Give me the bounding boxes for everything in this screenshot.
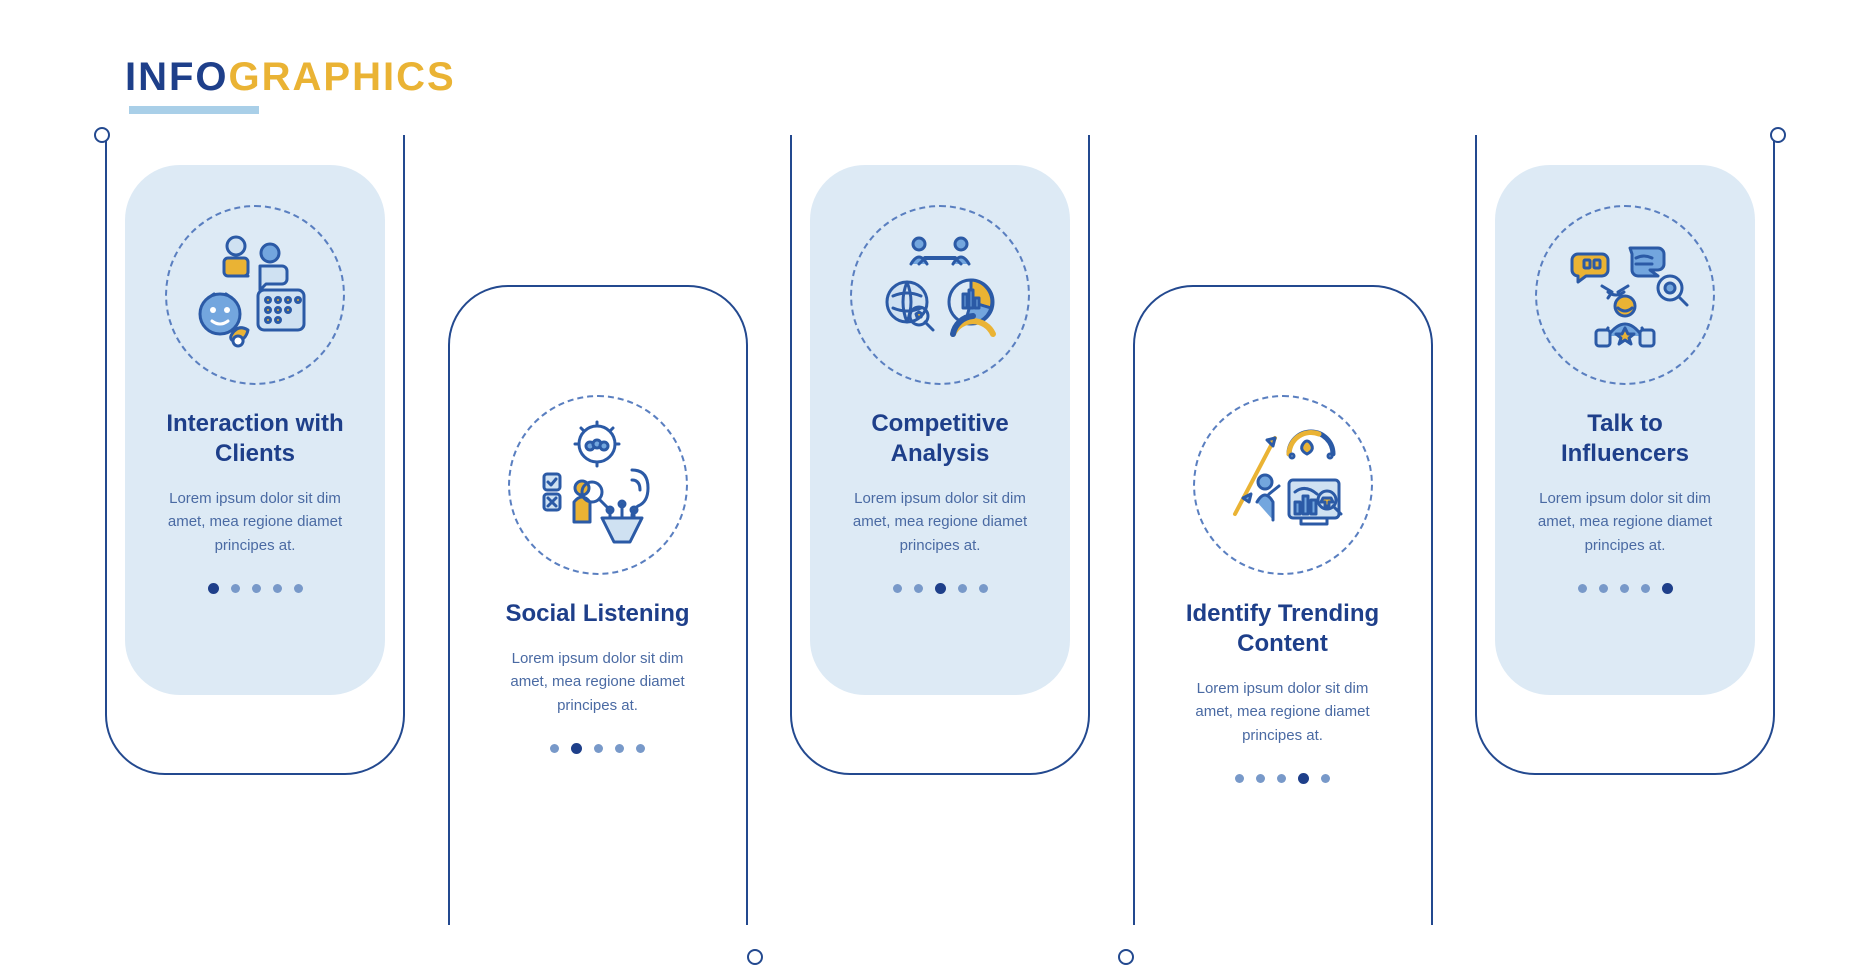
dot [1662, 583, 1673, 594]
card-body: Lorem ipsum dolor sit dim amet, mea regi… [1521, 487, 1729, 557]
card-listening: Social Listening Lorem ipsum dolor sit d… [443, 355, 753, 885]
card-panel: Identify Trending Content Lorem ipsum do… [1153, 355, 1413, 885]
dot [1599, 584, 1608, 593]
pagination-dots [550, 743, 645, 754]
dot [1235, 774, 1244, 783]
dot [231, 584, 240, 593]
dot [958, 584, 967, 593]
dot [1321, 774, 1330, 783]
connector-dot [1118, 949, 1134, 965]
dot [1256, 774, 1265, 783]
card-panel: Social Listening Lorem ipsum dolor sit d… [468, 355, 728, 885]
connector-dot [94, 127, 110, 143]
card-trending: Identify Trending Content Lorem ipsum do… [1128, 355, 1438, 885]
card-interaction: Interaction with Clients Lorem ipsum dol… [100, 165, 410, 695]
pagination-dots [1235, 773, 1330, 784]
card-influencers: Talk to Influencers Lorem ipsum dolor si… [1470, 165, 1780, 695]
card-title: Identify Trending Content [1179, 599, 1387, 659]
influencers-icon [1535, 205, 1715, 385]
card-competitive: Competitive Analysis Lorem ipsum dolor s… [785, 165, 1095, 695]
clients-icon [165, 205, 345, 385]
connector-dot [1770, 127, 1786, 143]
card-title: Talk to Influencers [1521, 409, 1729, 469]
pagination-dots [893, 583, 988, 594]
listening-icon [508, 395, 688, 575]
card-panel: Competitive Analysis Lorem ipsum dolor s… [810, 165, 1070, 695]
card-title: Social Listening [505, 599, 689, 629]
dot [571, 743, 582, 754]
dot [252, 584, 261, 593]
dot [914, 584, 923, 593]
dot [636, 744, 645, 753]
card-panel: Talk to Influencers Lorem ipsum dolor si… [1495, 165, 1755, 695]
dot [1277, 774, 1286, 783]
cards-container: Interaction with Clients Lorem ipsum dol… [100, 75, 1780, 915]
card-panel: Interaction with Clients Lorem ipsum dol… [125, 165, 385, 695]
connector-dot [747, 949, 763, 965]
dot [979, 584, 988, 593]
dot [550, 744, 559, 753]
dot [615, 744, 624, 753]
card-body: Lorem ipsum dolor sit dim amet, mea regi… [151, 487, 359, 557]
card-body: Lorem ipsum dolor sit dim amet, mea regi… [1179, 677, 1387, 747]
dot [1641, 584, 1650, 593]
dot [935, 583, 946, 594]
dot [1620, 584, 1629, 593]
dot [1578, 584, 1587, 593]
card-title: Competitive Analysis [836, 409, 1044, 469]
competitive-icon [850, 205, 1030, 385]
card-title: Interaction with Clients [151, 409, 359, 469]
dot [273, 584, 282, 593]
dot [893, 584, 902, 593]
pagination-dots [208, 583, 303, 594]
card-body: Lorem ipsum dolor sit dim amet, mea regi… [494, 647, 702, 717]
dot [1298, 773, 1309, 784]
dot [208, 583, 219, 594]
dot [594, 744, 603, 753]
pagination-dots [1578, 583, 1673, 594]
trending-icon [1193, 395, 1373, 575]
card-body: Lorem ipsum dolor sit dim amet, mea regi… [836, 487, 1044, 557]
dot [294, 584, 303, 593]
